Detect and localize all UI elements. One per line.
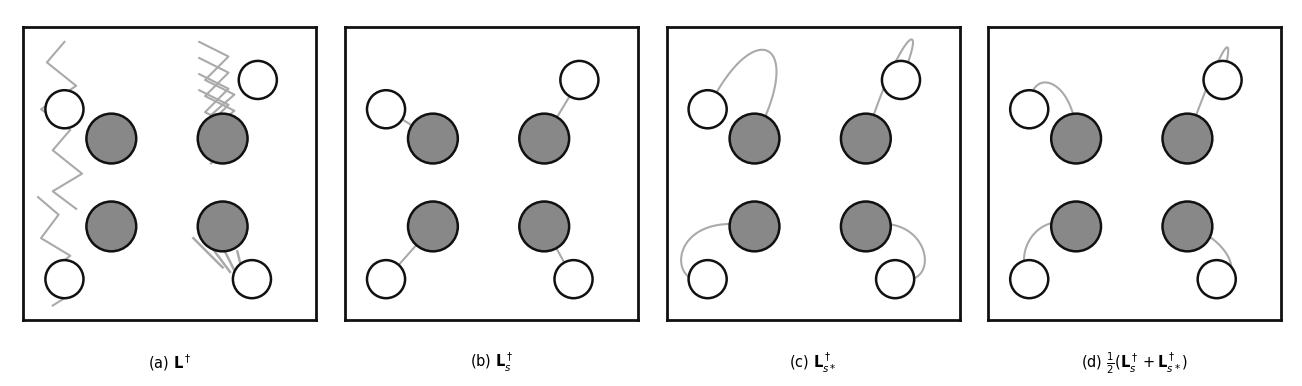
Circle shape: [1198, 260, 1236, 298]
Circle shape: [86, 113, 137, 163]
Circle shape: [46, 260, 83, 298]
Circle shape: [841, 113, 891, 163]
Circle shape: [519, 113, 569, 163]
Circle shape: [560, 61, 599, 99]
Circle shape: [519, 201, 569, 251]
Circle shape: [367, 90, 405, 128]
Circle shape: [876, 260, 914, 298]
Circle shape: [1010, 260, 1048, 298]
Circle shape: [689, 90, 727, 128]
Text: (c) $\mathbf{L}_{s*}^\dagger$: (c) $\mathbf{L}_{s*}^\dagger$: [789, 351, 837, 375]
Circle shape: [1051, 201, 1101, 251]
Circle shape: [198, 113, 247, 163]
Circle shape: [233, 260, 271, 298]
Circle shape: [367, 260, 405, 298]
Circle shape: [841, 201, 891, 251]
Circle shape: [1203, 61, 1242, 99]
Circle shape: [238, 61, 277, 99]
Circle shape: [408, 201, 458, 251]
Circle shape: [46, 90, 83, 128]
Text: (d) $\frac{1}{2}(\mathbf{L}_s^\dagger + \mathbf{L}_{s*}^\dagger)$: (d) $\frac{1}{2}(\mathbf{L}_s^\dagger + …: [1081, 350, 1189, 376]
Circle shape: [1051, 113, 1101, 163]
Circle shape: [729, 113, 780, 163]
Circle shape: [555, 260, 592, 298]
Circle shape: [1163, 201, 1212, 251]
Text: (a) $\mathbf{L}^\dagger$: (a) $\mathbf{L}^\dagger$: [148, 352, 191, 373]
Circle shape: [689, 260, 727, 298]
Circle shape: [198, 201, 247, 251]
Circle shape: [86, 201, 137, 251]
Circle shape: [729, 201, 780, 251]
Circle shape: [1163, 113, 1212, 163]
Circle shape: [881, 61, 921, 99]
Circle shape: [1010, 90, 1048, 128]
Circle shape: [408, 113, 458, 163]
Text: (b) $\mathbf{L}_s^\dagger$: (b) $\mathbf{L}_s^\dagger$: [470, 351, 513, 374]
